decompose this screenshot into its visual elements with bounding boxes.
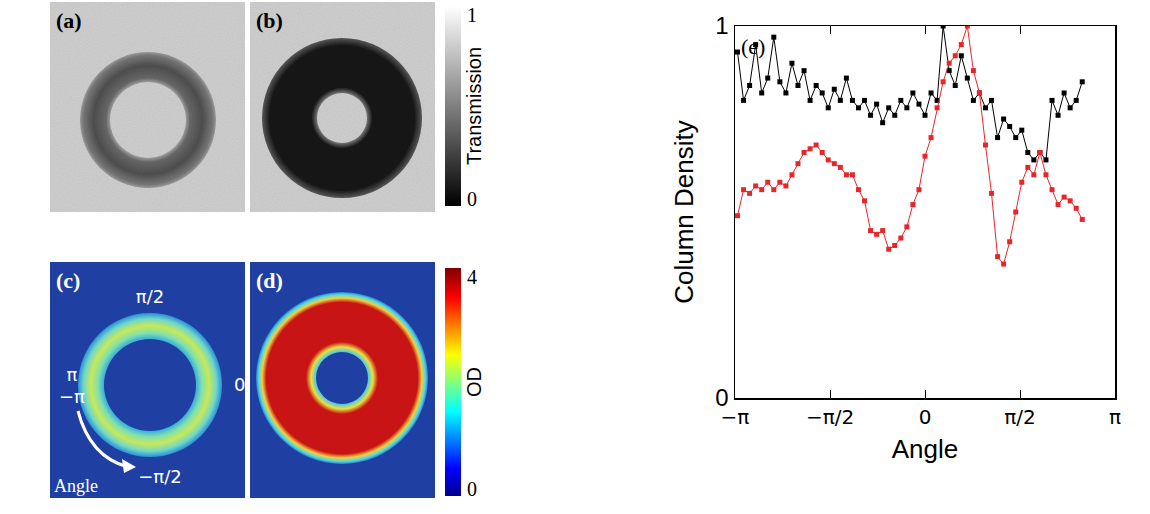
svg-text:0: 0 (467, 188, 477, 210)
svg-text:Angle: Angle (892, 434, 959, 464)
svg-text:(d): (d) (256, 268, 283, 293)
svg-text:0: 0 (467, 478, 477, 500)
svg-text:π: π (67, 364, 78, 385)
svg-text:−π: −π (721, 405, 750, 429)
svg-text:(a): (a) (56, 8, 82, 33)
svg-text:0: 0 (234, 374, 245, 395)
svg-text:Transmission: Transmission (463, 47, 485, 165)
svg-text:Angle: Angle (54, 476, 98, 496)
svg-text:0: 0 (919, 405, 932, 429)
svg-text:−π/2: −π/2 (806, 405, 854, 429)
svg-text:π: π (1109, 405, 1121, 429)
svg-text:−π/2: −π/2 (138, 466, 181, 487)
svg-text:4: 4 (467, 266, 477, 288)
svg-text:OD: OD (463, 367, 485, 397)
svg-text:π/2: π/2 (136, 286, 164, 307)
svg-text:(b): (b) (256, 8, 283, 33)
svg-text:(c): (c) (56, 268, 80, 293)
svg-text:π/2: π/2 (1004, 405, 1036, 429)
svg-text:Column Density: Column Density (669, 120, 699, 304)
svg-text:(e): (e) (741, 34, 765, 59)
svg-text:1: 1 (715, 12, 728, 39)
svg-text:0: 0 (715, 384, 728, 411)
svg-text:−π: −π (59, 386, 85, 407)
svg-text:1: 1 (467, 4, 477, 26)
